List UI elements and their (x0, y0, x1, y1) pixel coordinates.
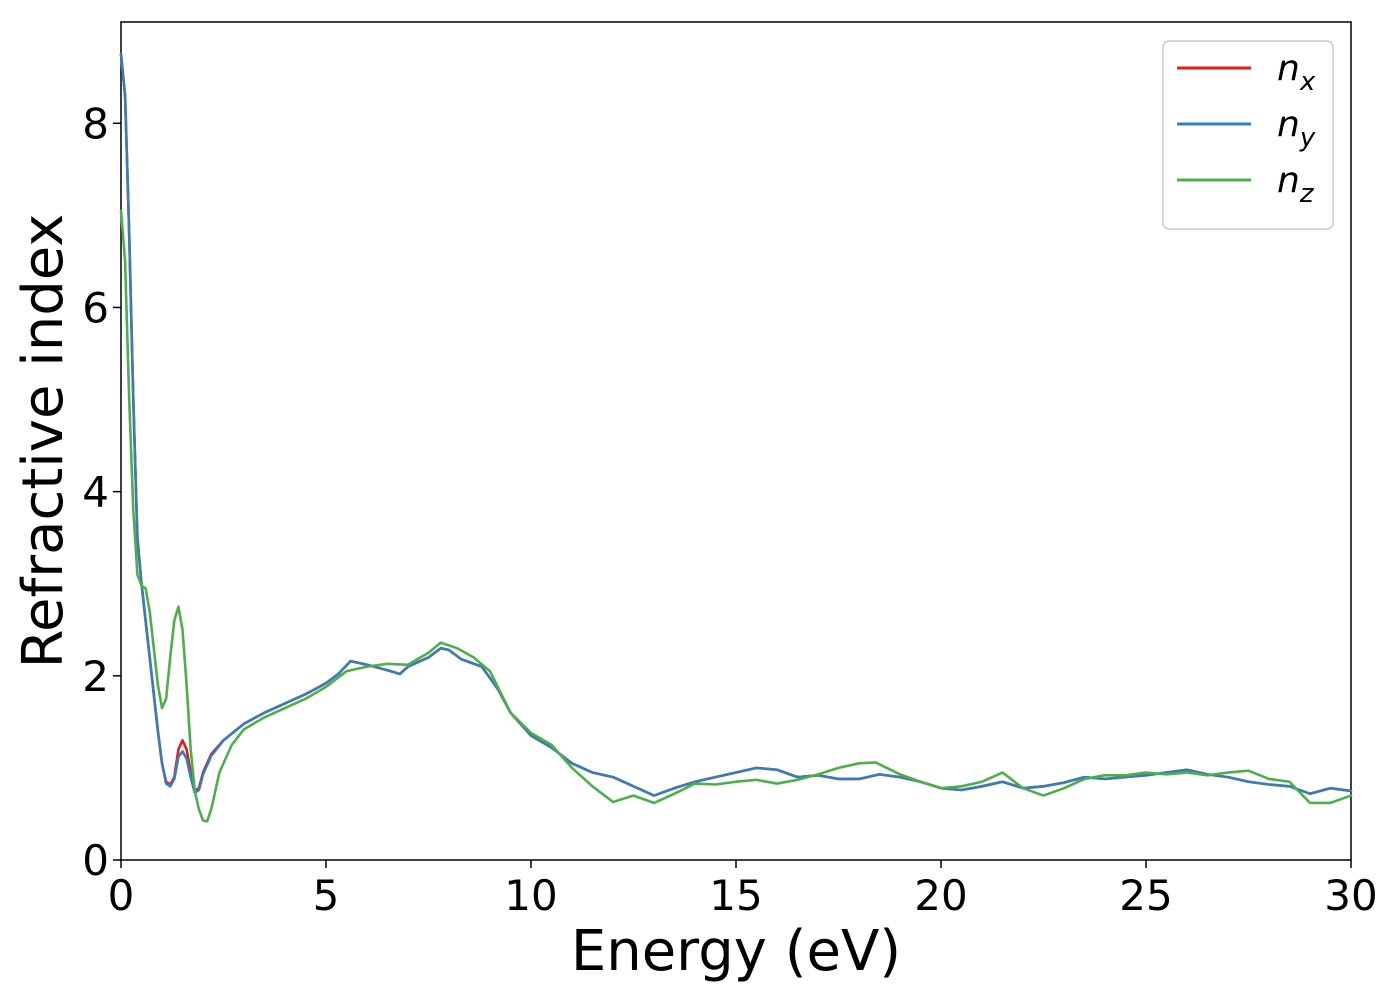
x-axis-title: Energy (eV) (571, 919, 901, 984)
y-axis-title: Refractive index (11, 214, 76, 669)
legend-label-nx: nx (1277, 48, 1316, 97)
y-tick-label: 0 (82, 836, 109, 885)
y-tick-label: 8 (82, 99, 109, 148)
legend-box (1162, 40, 1334, 230)
y-tick-label: 2 (82, 652, 109, 701)
y-tick-label: 4 (82, 468, 109, 517)
legend: nx ny nz (1162, 40, 1334, 230)
y-tick-label: 6 (82, 283, 109, 332)
x-tick-label: 25 (1119, 871, 1172, 920)
y-axis-ticks: 0 2 4 6 8 (82, 99, 121, 885)
x-tick-label: 20 (914, 871, 967, 920)
series-layer (119, 52, 1353, 823)
x-axis-ticks: 0 5 10 15 20 25 30 (108, 860, 1378, 920)
x-tick-label: 0 (108, 871, 135, 920)
x-tick-label: 30 (1324, 871, 1377, 920)
series-line-nz (119, 209, 1353, 823)
legend-label-nz: nz (1277, 160, 1315, 209)
x-tick-label: 5 (313, 871, 340, 920)
x-tick-label: 15 (709, 871, 762, 920)
x-tick-label: 10 (504, 871, 557, 920)
legend-label-ny: ny (1277, 104, 1316, 153)
